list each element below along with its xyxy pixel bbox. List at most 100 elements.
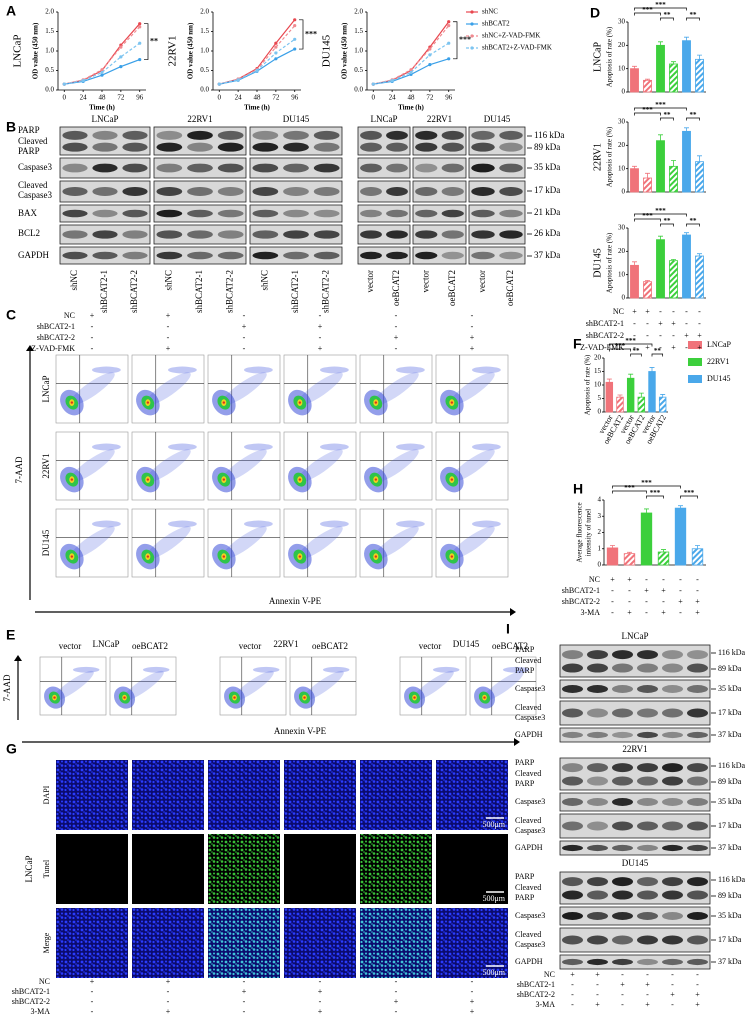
- blot-band: [587, 844, 608, 852]
- blot-row-label: Caspase3: [515, 713, 545, 722]
- cell-label: 22RV1: [167, 36, 179, 67]
- condition-sign: +: [470, 333, 475, 342]
- condition-sign: -: [596, 980, 599, 989]
- bar: [643, 281, 652, 299]
- bar: [626, 377, 635, 413]
- sig-bracket: [686, 117, 700, 121]
- flow-max: [374, 555, 378, 558]
- cell-header: DU145: [453, 639, 480, 649]
- condition-sign: -: [243, 333, 246, 342]
- kda-label: 89 kDa: [718, 777, 742, 786]
- axis-title: Annexin V-PE: [269, 596, 322, 606]
- legend-swatch: [688, 358, 702, 366]
- series-line: [64, 42, 141, 85]
- blot-band: [612, 821, 633, 831]
- y-axis-label: Apoptosis of rate (%): [606, 126, 614, 187]
- blot-band: [687, 685, 708, 693]
- blot-band: [662, 763, 683, 773]
- condition-sign: +: [470, 997, 475, 1006]
- blot-band: [415, 130, 438, 140]
- blot-row-label: PARP: [515, 893, 535, 902]
- x-tick-label: 96: [136, 94, 144, 102]
- condition-sign: -: [628, 597, 631, 606]
- condition-sign: +: [394, 333, 399, 342]
- condition-sign: +: [670, 990, 675, 999]
- condition-sign: -: [662, 597, 665, 606]
- significance: ***: [641, 479, 652, 487]
- blot-band: [687, 890, 708, 900]
- blot-row-label: GAPDH: [515, 843, 543, 852]
- blot-row-label: PARP: [18, 146, 40, 156]
- blot-band: [441, 230, 464, 239]
- condition-sign: -: [571, 980, 574, 989]
- scale-label: 500μm: [482, 894, 505, 903]
- flow-upper: [168, 443, 197, 451]
- blot-band: [637, 821, 658, 831]
- blot-band: [662, 877, 683, 887]
- point: [274, 45, 278, 49]
- point: [119, 55, 123, 59]
- x-tick-label: 96: [291, 94, 299, 102]
- blot-band: [187, 187, 213, 196]
- condition-label: NC: [589, 575, 600, 584]
- y-tick-label: 0.5: [45, 66, 54, 74]
- sig-bracket: [299, 19, 304, 50]
- point: [274, 41, 278, 45]
- blot-band: [471, 187, 495, 196]
- error-bar: [644, 508, 649, 513]
- y-tick-label: 0: [622, 88, 626, 96]
- series-line: [219, 48, 295, 85]
- flow-max: [70, 555, 74, 558]
- condition-label: NC: [39, 977, 50, 986]
- flow-max: [298, 401, 302, 404]
- blot-band: [471, 230, 495, 239]
- condition-sign: +: [632, 307, 637, 316]
- blot-frame: [468, 204, 526, 223]
- condition-sign: +: [595, 970, 600, 979]
- legend-label: shBCAT2+Z-VAD-FMK: [482, 44, 552, 52]
- blot-band: [122, 142, 148, 152]
- condition-sign: -: [91, 987, 94, 996]
- condition-sign: -: [621, 970, 624, 979]
- condition-sign: -: [91, 1007, 94, 1016]
- condition-sign: +: [695, 990, 700, 999]
- kda-label: 17 kDa: [718, 708, 742, 717]
- significance: ***: [624, 484, 635, 492]
- condition-sign: -: [633, 319, 636, 328]
- condition-sign: +: [166, 1007, 171, 1016]
- blot-frame: [357, 224, 411, 245]
- blot-band: [313, 187, 340, 196]
- blot-band: [587, 935, 608, 945]
- condition-sign: -: [243, 1007, 246, 1016]
- error-bar: [671, 259, 676, 261]
- bar: [606, 547, 619, 566]
- blot-frame: [59, 204, 151, 223]
- blot-frame: [468, 157, 526, 179]
- flow-max: [374, 478, 378, 481]
- cell-label: 22RV1: [592, 143, 603, 171]
- blot-band: [471, 130, 495, 140]
- significance: ***: [459, 35, 471, 44]
- blot-band: [587, 958, 608, 966]
- kda-label: 89 kDa: [718, 891, 742, 900]
- micrograph: [56, 760, 128, 830]
- bar: [630, 68, 639, 93]
- condition-sign: +: [610, 575, 615, 584]
- significance: **: [690, 11, 698, 19]
- blot-band: [587, 731, 608, 739]
- axis-title: 7-AAD: [14, 456, 24, 483]
- point: [293, 37, 297, 41]
- blot-band: [637, 798, 658, 806]
- blot-frame: [412, 204, 467, 223]
- series-line: [373, 42, 450, 85]
- y-tick-label: 1.5: [200, 27, 209, 35]
- blot-band: [415, 163, 438, 173]
- blot-band: [612, 844, 633, 852]
- point: [428, 53, 432, 57]
- point: [138, 22, 142, 26]
- flow-upper: [472, 443, 501, 451]
- micrograph: [360, 834, 432, 904]
- y-tick-label: 0: [622, 294, 626, 302]
- y-axis-label: intensity of tunel: [585, 509, 593, 556]
- point: [138, 41, 142, 45]
